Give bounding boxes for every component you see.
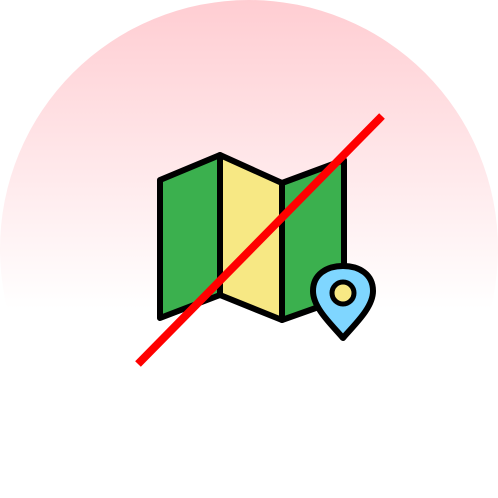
location-pin-icon — [310, 263, 376, 341]
location-pin-center — [329, 279, 357, 307]
strike-through-line — [135, 113, 385, 367]
map-middle-panel — [217, 152, 285, 323]
